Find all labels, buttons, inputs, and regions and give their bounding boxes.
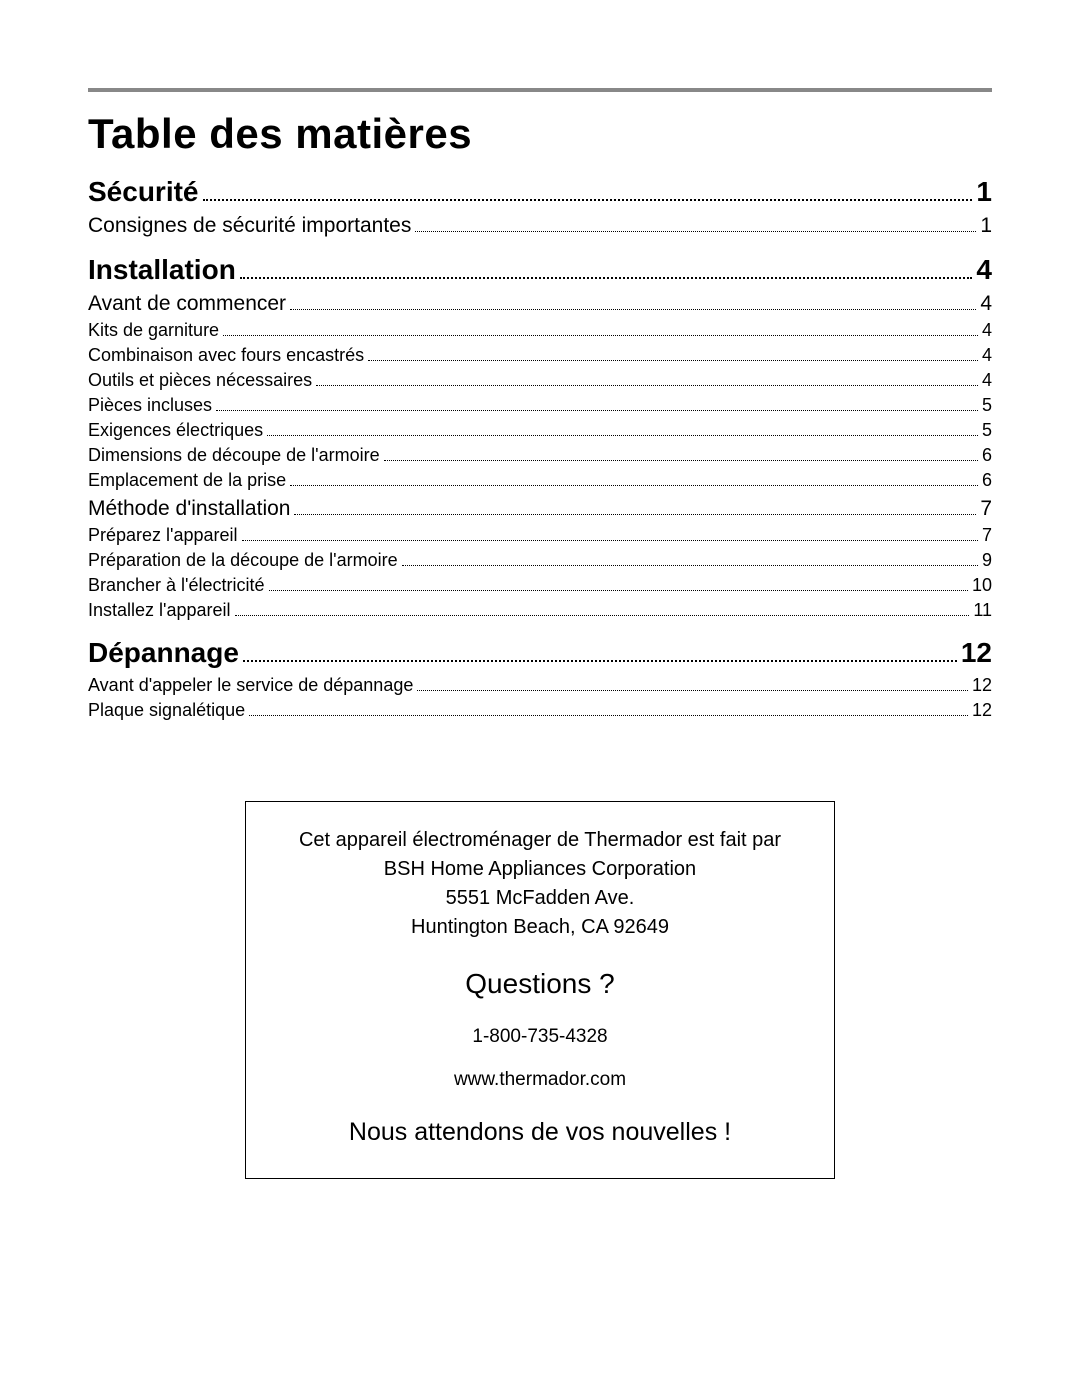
contact-info-box: Cet appareil électroménager de Thermador… xyxy=(245,801,835,1179)
toc-entry: Installez l'appareil 11 xyxy=(88,600,992,621)
toc-section-header: Installation 4 xyxy=(88,254,992,286)
toc-entry-page: 7 xyxy=(982,525,992,546)
toc-section: Sécurité 1Consignes de sécurité importan… xyxy=(88,176,992,238)
toc-entry-label: Avant de commencer xyxy=(88,292,286,316)
toc-leader-dots xyxy=(267,423,978,436)
toc-entry: Dimensions de découpe de l'armoire 6 xyxy=(88,445,992,466)
toc-entry-label: Outils et pièces nécessaires xyxy=(88,370,312,391)
toc-entry-page: 1 xyxy=(980,214,992,238)
toc-entry-page: 9 xyxy=(982,550,992,571)
toc-section-page: 4 xyxy=(976,254,992,286)
toc-entry-label: Emplacement de la prise xyxy=(88,470,286,491)
toc-section-label: Sécurité xyxy=(88,176,199,208)
toc-entry-label: Préparation de la découpe de l'armoire xyxy=(88,550,398,571)
toc-entry-page: 4 xyxy=(982,345,992,366)
info-line-4: Huntington Beach, CA 92649 xyxy=(286,913,794,942)
toc-entry-label: Exigences électriques xyxy=(88,420,263,441)
toc-entry-page: 5 xyxy=(982,395,992,416)
top-rule xyxy=(88,88,992,92)
phone-number: 1-800-735-4328 xyxy=(286,1023,794,1051)
toc-section: Dépannage 12Avant d'appeler le service d… xyxy=(88,637,992,721)
closing-line: Nous attendons de vos nouvelles ! xyxy=(286,1114,794,1150)
toc-leader-dots xyxy=(415,217,976,232)
toc-entry-label: Pièces incluses xyxy=(88,395,212,416)
toc-section-header: Dépannage 12 xyxy=(88,637,992,669)
toc-leader-dots xyxy=(290,295,976,310)
toc-entry-label: Combinaison avec fours encastrés xyxy=(88,345,364,366)
toc-entry-label: Kits de garniture xyxy=(88,320,219,341)
page-title: Table des matières xyxy=(88,110,992,158)
toc-entry: Exigences électriques 5 xyxy=(88,420,992,441)
toc-entry-page: 10 xyxy=(972,575,992,596)
toc-entry-page: 4 xyxy=(980,292,992,316)
info-box-wrap: Cet appareil électroménager de Thermador… xyxy=(88,801,992,1179)
table-of-contents: Sécurité 1Consignes de sécurité importan… xyxy=(88,176,992,721)
toc-entry: Pièces incluses 5 xyxy=(88,395,992,416)
toc-leader-dots xyxy=(240,259,973,279)
toc-section-page: 12 xyxy=(961,637,992,669)
toc-entry-label: Brancher à l'électricité xyxy=(88,575,265,596)
toc-leader-dots xyxy=(203,181,973,201)
toc-leader-dots xyxy=(402,553,978,566)
info-line-3: 5551 McFadden Ave. xyxy=(286,884,794,913)
toc-leader-dots xyxy=(223,323,978,336)
toc-leader-dots xyxy=(235,603,970,616)
toc-entry: Méthode d'installation 7 xyxy=(88,497,992,521)
toc-leader-dots xyxy=(249,703,968,716)
toc-leader-dots xyxy=(417,678,968,691)
toc-leader-dots xyxy=(216,398,978,411)
toc-entry-page: 4 xyxy=(982,370,992,391)
toc-leader-dots xyxy=(290,473,978,486)
toc-section-header: Sécurité 1 xyxy=(88,176,992,208)
toc-entry: Brancher à l'électricité 10 xyxy=(88,575,992,596)
toc-entry-label: Plaque signalétique xyxy=(88,700,245,721)
toc-entry: Préparez l'appareil 7 xyxy=(88,525,992,546)
toc-leader-dots xyxy=(368,348,978,361)
toc-leader-dots xyxy=(294,500,976,515)
toc-entry-page: 4 xyxy=(982,320,992,341)
website-url: www.thermador.com xyxy=(286,1066,794,1094)
toc-entry-page: 12 xyxy=(972,675,992,696)
toc-entry: Avant de commencer 4 xyxy=(88,292,992,316)
toc-entry: Outils et pièces nécessaires 4 xyxy=(88,370,992,391)
info-line-2: BSH Home Appliances Corporation xyxy=(286,855,794,884)
toc-entry-label: Consignes de sécurité importantes xyxy=(88,214,411,238)
toc-entry: Combinaison avec fours encastrés 4 xyxy=(88,345,992,366)
toc-entry: Emplacement de la prise 6 xyxy=(88,470,992,491)
toc-entry: Avant d'appeler le service de dépannage … xyxy=(88,675,992,696)
toc-entry-label: Installez l'appareil xyxy=(88,600,231,621)
toc-leader-dots xyxy=(316,373,978,386)
toc-entry-page: 7 xyxy=(980,497,992,521)
toc-leader-dots xyxy=(243,642,957,662)
toc-section-label: Installation xyxy=(88,254,236,286)
toc-entry-page: 11 xyxy=(973,600,992,621)
toc-entry-label: Dimensions de découpe de l'armoire xyxy=(88,445,380,466)
toc-entry-page: 5 xyxy=(982,420,992,441)
toc-entry: Plaque signalétique 12 xyxy=(88,700,992,721)
toc-entry: Kits de garniture 4 xyxy=(88,320,992,341)
info-line-1: Cet appareil électroménager de Thermador… xyxy=(286,826,794,855)
document-page: Table des matières Sécurité 1Consignes d… xyxy=(0,0,1080,1219)
toc-section: Installation 4Avant de commencer 4Kits d… xyxy=(88,254,992,621)
toc-entry-page: 12 xyxy=(972,700,992,721)
toc-entry: Préparation de la découpe de l'armoire 9 xyxy=(88,550,992,571)
toc-entry: Consignes de sécurité importantes 1 xyxy=(88,214,992,238)
toc-entry-label: Méthode d'installation xyxy=(88,497,290,521)
toc-entry-page: 6 xyxy=(982,470,992,491)
toc-entry-page: 6 xyxy=(982,445,992,466)
toc-entry-label: Avant d'appeler le service de dépannage xyxy=(88,675,413,696)
toc-leader-dots xyxy=(242,528,978,541)
toc-leader-dots xyxy=(384,448,978,461)
questions-heading: Questions ? xyxy=(286,964,794,1005)
toc-section-page: 1 xyxy=(976,176,992,208)
toc-entry-label: Préparez l'appareil xyxy=(88,525,238,546)
toc-leader-dots xyxy=(269,578,968,591)
toc-section-label: Dépannage xyxy=(88,637,239,669)
